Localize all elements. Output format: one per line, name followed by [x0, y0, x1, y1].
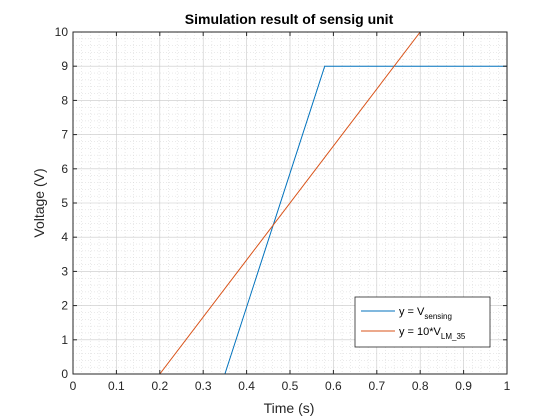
y-tick-label: 8 [61, 93, 68, 107]
x-tick-label: 0.9 [455, 379, 472, 393]
y-tick-labels: 0 1 2 3 4 5 6 7 8 9 10 [55, 25, 69, 381]
x-tick-label: 0.8 [412, 379, 429, 393]
x-tick-label: 0.1 [108, 379, 125, 393]
y-tick-label: 3 [61, 264, 68, 278]
y-tick-label: 10 [55, 25, 69, 39]
x-tick-label: 0.7 [368, 379, 385, 393]
ticks-layer [72, 31, 508, 375]
legend-box [354, 296, 491, 348]
x-tick-label: 0 [70, 379, 77, 393]
y-tick-label: 5 [61, 196, 68, 210]
legend: y = Vsensing y = 10*VLM_35 [354, 296, 491, 348]
y-tick-label: 1 [61, 333, 68, 347]
legend-entry-lm35: y = 10*VLM_35 [399, 326, 466, 341]
x-tick-label: 0.2 [151, 379, 168, 393]
y-tick-label: 4 [61, 230, 68, 244]
x-tick-label: 0.6 [325, 379, 342, 393]
x-tick-labels: 0 0.1 0.2 0.3 0.4 0.5 0.6 0.7 0.8 0.9 1 [70, 379, 511, 393]
legend-entry-sensing-sub: sensing [424, 312, 452, 321]
x-tick-label: 0.3 [195, 379, 212, 393]
y-tick-label: 0 [61, 367, 68, 381]
y-axis-label: Voltage (V) [31, 168, 47, 237]
x-axis-label: Time (s) [264, 400, 315, 416]
y-tick-label: 9 [61, 59, 68, 73]
x-tick-label: 1 [504, 379, 511, 393]
legend-entry-lm35-main: y = 10*V [399, 326, 442, 338]
chart-title: Simulation result of sensig unit [185, 11, 394, 27]
legend-entry-sensing: y = Vsensing [399, 306, 452, 321]
y-tick-label: 7 [61, 128, 68, 142]
x-tick-label: 0.4 [238, 379, 255, 393]
legend-entry-lm35-sub: LM_35 [441, 332, 466, 341]
y-tick-label: 2 [61, 299, 68, 313]
x-tick-label: 0.5 [282, 379, 299, 393]
legend-entry-sensing-main: y = V [399, 306, 425, 318]
y-tick-label: 6 [61, 162, 68, 176]
